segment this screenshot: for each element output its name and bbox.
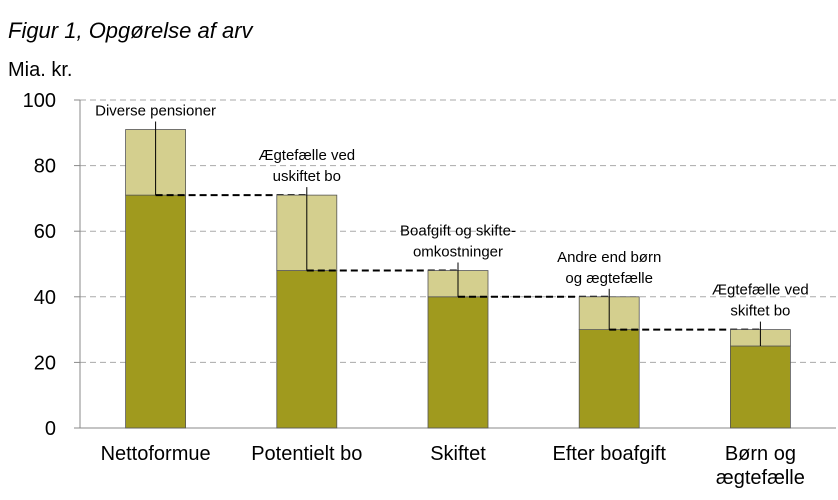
y-tick-label: 100 <box>23 90 56 112</box>
y-tick-label: 40 <box>34 287 56 309</box>
y-axis-label: Mia. kr. <box>8 59 72 81</box>
x-tick-label: Efter boafgift <box>552 443 666 465</box>
x-tick-label: Skiftet <box>430 443 486 465</box>
y-tick-label: 80 <box>34 156 56 178</box>
bar-segment <box>427 296 489 429</box>
annotation: omkostninger <box>413 244 503 261</box>
x-tick-label: Potentielt bo <box>251 443 362 465</box>
x-tick-label: Børn og ægtefælle <box>716 443 805 489</box>
y-tick-label: 20 <box>34 352 56 374</box>
annotation: Ægtefælle ved <box>258 147 355 164</box>
annotation: skiftet bo <box>730 303 790 320</box>
annotation: Diverse pensioner <box>95 103 216 120</box>
annotation: Andre end børn <box>557 249 661 266</box>
bar-segment <box>276 270 338 429</box>
annotation: uskiftet bo <box>273 168 341 185</box>
annotation: Boafgift og skifte- <box>400 223 516 240</box>
chart-title: Figur 1, Opgørelse af arv <box>8 18 255 43</box>
annotation: Ægtefælle ved <box>712 282 809 299</box>
annotation: og ægtefælle <box>565 270 653 287</box>
y-tick-label: 60 <box>34 221 56 243</box>
x-tick-label-line: ægtefælle <box>716 467 805 489</box>
bar-segment <box>578 329 640 429</box>
x-tick-label-line: Børn og <box>725 443 796 465</box>
bar-segment <box>730 345 791 429</box>
x-tick-label: Nettoformue <box>101 443 211 465</box>
y-tick-label: 0 <box>45 418 56 440</box>
bar-segment <box>125 194 186 429</box>
